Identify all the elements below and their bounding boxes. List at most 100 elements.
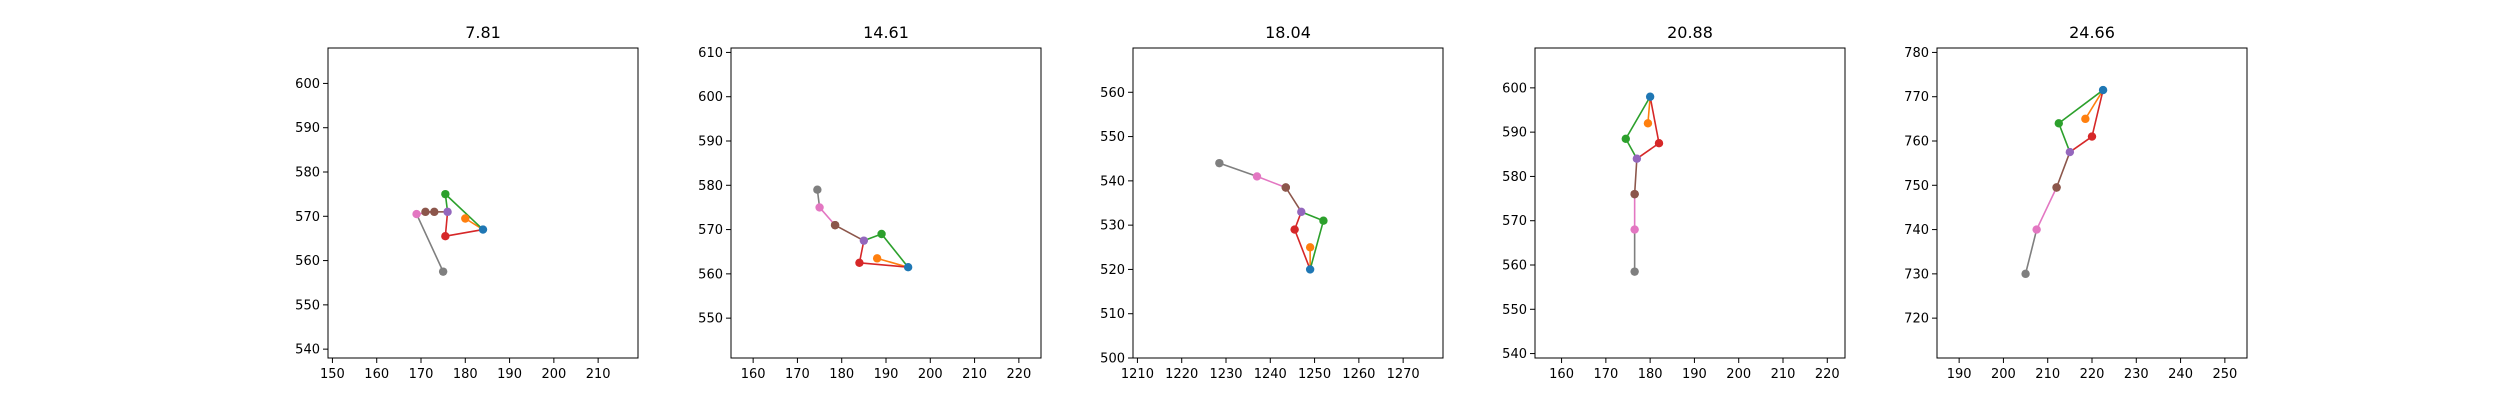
y-tick-label: 760 — [1904, 135, 1929, 150]
skeleton-segment — [2055, 151, 2071, 188]
x-tick-label: 190 — [1947, 367, 1972, 382]
keypoint-marker — [877, 229, 886, 239]
y-tick-label: 720 — [1904, 312, 1929, 327]
keypoint-marker — [903, 263, 913, 272]
keypoint-marker — [1645, 92, 1655, 101]
x-tick-label: 1230 — [1209, 367, 1242, 382]
skeleton-segment — [2058, 122, 2071, 153]
keypoint-marker — [1621, 134, 1630, 143]
skeleton-segment — [1647, 96, 1651, 124]
keypoint-marker — [2021, 269, 2030, 279]
keypoint-marker — [1305, 265, 1315, 274]
x-tick-label: 1240 — [1254, 367, 1287, 382]
x-tick-label: 1270 — [1387, 367, 1420, 382]
skeleton-segment — [2058, 89, 2104, 124]
skeleton-segment — [880, 233, 909, 268]
y-tick-label: 730 — [1904, 267, 1929, 282]
x-tick-label: 200 — [918, 367, 943, 382]
chart-panel: 20.88 160 170 180 190 200 210 220 540 550 560 570 58… — [1502, 23, 1846, 382]
skeleton-segment — [445, 228, 484, 238]
keypoint-marker — [2081, 114, 2090, 124]
keypoint-marker — [1297, 207, 1306, 217]
y-tick-label: 600 — [698, 90, 723, 105]
skeleton-segment — [1256, 175, 1287, 189]
x-tick-label: 170 — [409, 367, 434, 382]
skeleton-segment — [2091, 89, 2104, 137]
keypoint-marker — [1305, 243, 1315, 252]
y-tick-label: 500 — [1100, 352, 1125, 367]
y-tick-label: 770 — [1904, 90, 1929, 105]
keypoint-marker — [813, 185, 822, 194]
x-tick-label: 160 — [364, 367, 389, 382]
keypoint-marker — [1319, 216, 1328, 225]
x-tick-label: 180 — [1638, 367, 1663, 382]
keypoint-marker — [1252, 172, 1262, 181]
y-tick-label: 590 — [698, 135, 723, 150]
y-tick-label: 600 — [295, 77, 320, 92]
keypoint-marker — [859, 236, 869, 245]
keypoint-marker — [1632, 154, 1642, 163]
skeleton-segment — [1219, 162, 1258, 178]
y-tick-label: 590 — [1502, 126, 1527, 141]
x-tick-label: 190 — [1682, 367, 1707, 382]
y-tick-label: 570 — [1502, 214, 1527, 229]
keypoint-marker — [441, 189, 450, 199]
y-tick-label: 540 — [295, 343, 320, 358]
y-tick-label: 530 — [1100, 219, 1125, 234]
x-tick-label: 190 — [874, 367, 899, 382]
keypoint-marker — [478, 225, 488, 234]
keypoint-marker — [461, 214, 470, 223]
skeleton-segment — [1633, 158, 1638, 195]
y-tick-label: 560 — [1100, 86, 1125, 101]
x-tick-label: 170 — [1593, 367, 1618, 382]
y-tick-label: 580 — [295, 166, 320, 181]
chart-title: 20.88 — [1667, 23, 1713, 42]
keypoint-marker — [2052, 183, 2061, 192]
skeleton-segment — [1636, 142, 1660, 160]
chart-panel: 7.81 150 160 170 180 190 200 210 540 550 560 570 580… — [295, 23, 639, 382]
keypoint-marker — [421, 207, 430, 217]
keypoint-marker — [815, 203, 824, 212]
skeleton-segment — [1309, 220, 1325, 270]
x-tick-label: 210 — [2035, 367, 2060, 382]
keypoint-marker — [443, 207, 452, 217]
chart-title: 7.81 — [465, 23, 501, 42]
plot-area — [327, 47, 639, 359]
skeleton-segment — [876, 257, 909, 268]
x-tick-label: 200 — [541, 367, 566, 382]
keypoint-marker — [830, 220, 840, 230]
x-tick-label: 200 — [1991, 367, 2016, 382]
y-tick-label: 520 — [1100, 263, 1125, 278]
y-tick-label: 550 — [1502, 303, 1527, 318]
skeleton-segment — [415, 213, 444, 272]
keypoint-marker — [1654, 139, 1664, 148]
skeleton-segment — [2084, 89, 2104, 120]
x-tick-label: 210 — [1771, 367, 1796, 382]
keypoint-marker — [855, 258, 864, 267]
skeleton-segment — [1649, 96, 1660, 144]
skeleton-segment — [834, 224, 865, 242]
keypoint-marker — [1630, 189, 1639, 199]
x-tick-label: 230 — [2124, 367, 2149, 382]
keypoint-marker — [1643, 119, 1653, 128]
skeleton-segment — [859, 261, 909, 269]
keypoint-marker — [412, 209, 421, 219]
x-tick-label: 180 — [829, 367, 854, 382]
y-tick-label: 550 — [698, 312, 723, 327]
x-tick-label: 1250 — [1298, 367, 1331, 382]
keypoint-marker — [1630, 225, 1639, 234]
keypoint-marker — [1290, 225, 1299, 234]
keypoint-marker — [430, 207, 439, 217]
x-tick-label: 190 — [497, 367, 522, 382]
x-tick-label: 250 — [2212, 367, 2237, 382]
x-tick-label: 160 — [741, 367, 766, 382]
y-tick-label: 540 — [1502, 347, 1527, 362]
chart-panel: 24.66 190 200 210 220 230 240 250 720 730 740 750 76… — [1904, 23, 2248, 382]
chart-title: 24.66 — [2069, 23, 2115, 42]
y-tick-label: 560 — [295, 254, 320, 269]
plot-area — [1936, 47, 2248, 359]
x-tick-label: 1210 — [1121, 367, 1154, 382]
y-tick-label: 740 — [1904, 223, 1929, 238]
x-tick-label: 160 — [1549, 367, 1574, 382]
x-tick-label: 150 — [320, 367, 345, 382]
